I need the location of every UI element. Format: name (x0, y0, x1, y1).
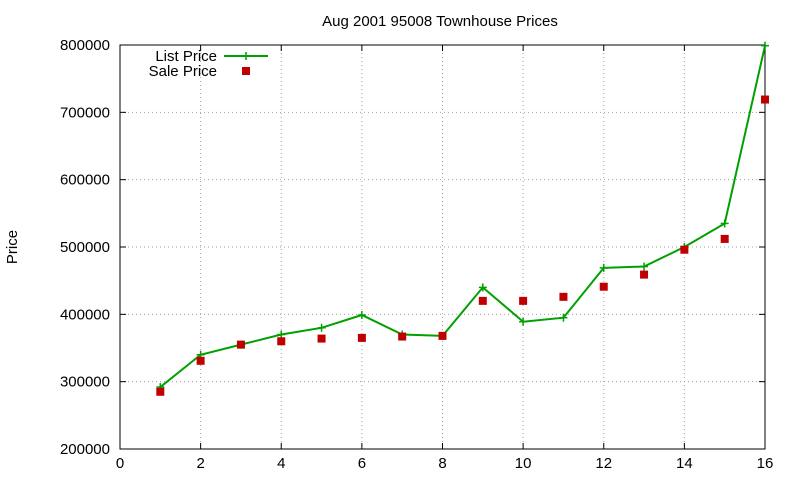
sale-price-point (599, 282, 608, 291)
legend-marker-sale-price (242, 67, 250, 75)
x-tick-label: 16 (757, 455, 774, 472)
sale-price-point (196, 356, 205, 365)
grid-layer (120, 45, 765, 449)
list-price-point (559, 313, 568, 322)
x-tick-label: 4 (277, 455, 285, 472)
sale-price-point (438, 331, 447, 340)
x-tick-label: 14 (676, 455, 693, 472)
sale-price-point (478, 296, 487, 305)
y-tick-label: 500000 (60, 239, 110, 256)
sale-price-point (680, 245, 689, 254)
sale-price-point (559, 292, 568, 301)
list-price-point (640, 262, 649, 271)
sale-price-point (761, 95, 769, 104)
list-price-series (156, 41, 769, 392)
legend-label-sale-price: Sale Price (149, 63, 217, 80)
sale-price-point (357, 333, 366, 342)
list-price-point (357, 311, 366, 320)
x-tick-label: 6 (358, 455, 366, 472)
y-tick-label: 800000 (60, 37, 110, 54)
x-tick-label: 10 (515, 455, 532, 472)
list-price-point (519, 317, 528, 326)
sale-price-point (236, 340, 245, 349)
sale-price-series (156, 95, 769, 396)
x-tick-label: 2 (196, 455, 204, 472)
list-price-point (478, 283, 487, 292)
sale-price-point (398, 332, 407, 341)
y-tick-label: 400000 (60, 306, 110, 323)
x-tick-label: 0 (116, 455, 124, 472)
series-layer (156, 41, 769, 396)
x-tick-label: 8 (438, 455, 446, 472)
y-tick-label: 200000 (60, 441, 110, 458)
legend-label-list-price: List Price (155, 48, 217, 65)
x-tick-label: 12 (595, 455, 612, 472)
sale-price-point (720, 234, 729, 243)
y-tick-label: 700000 (60, 104, 110, 121)
sale-price-point (277, 337, 286, 346)
list-price-point (317, 323, 326, 332)
axes-layer: 0 2 4 6 8 10 12 14 16 200000 300000 400000 500000 600… (60, 37, 773, 472)
y-axis-label: Price (4, 230, 21, 264)
sale-price-point (519, 296, 528, 305)
chart-title: Aug 2001 95008 Townhouse Prices (322, 13, 558, 30)
y-tick-label: 600000 (60, 172, 110, 189)
legend-marker-list-price (242, 52, 250, 60)
sale-price-point (156, 387, 165, 396)
list-price-point (599, 263, 608, 272)
y-tick-label: 300000 (60, 374, 110, 391)
list-price-point (761, 41, 769, 50)
sale-price-point (640, 270, 649, 279)
list-price-point (277, 330, 286, 339)
list-price-point (720, 219, 729, 228)
list-price-line (159, 45, 766, 388)
sale-price-point (317, 334, 326, 343)
